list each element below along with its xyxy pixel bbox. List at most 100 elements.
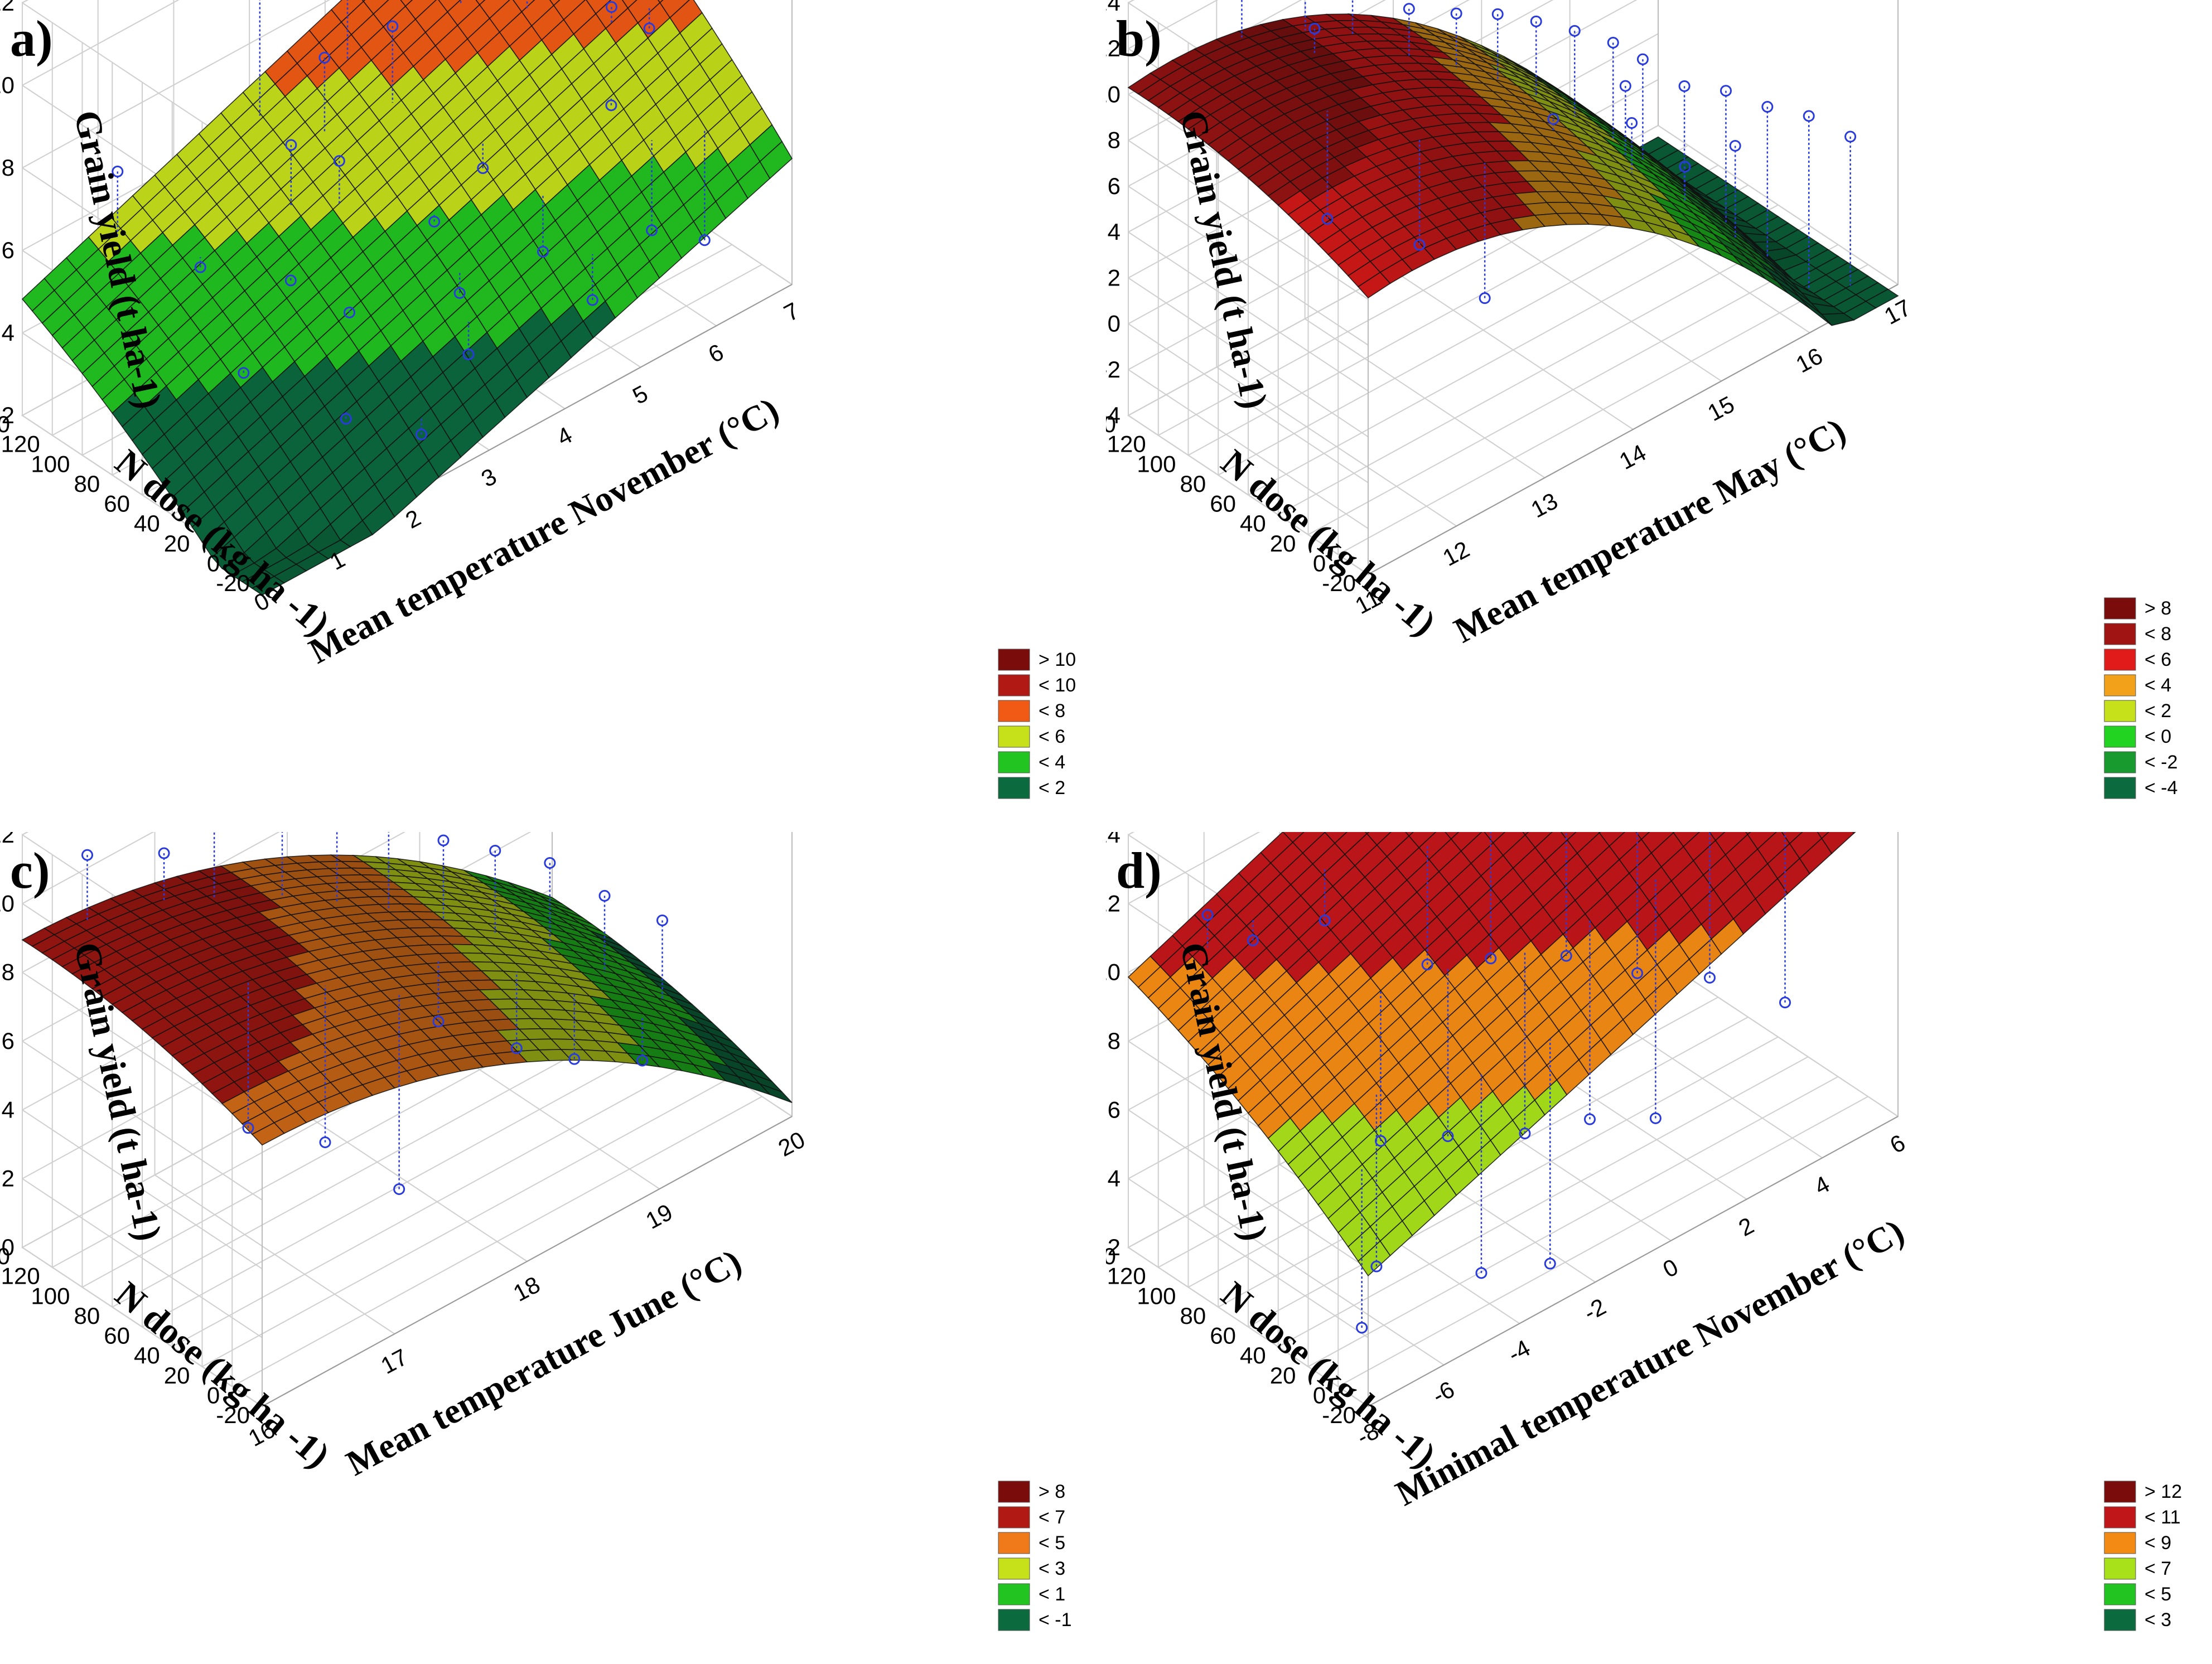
chart-d-data-point (1519, 1128, 1531, 1140)
chart-a-data-point (428, 215, 441, 228)
chart-d-gridline (1128, 1178, 1369, 1338)
chart-c-z-tick-label: 8 (2, 959, 15, 985)
chart-a-x-tick-label: 4 (553, 422, 577, 451)
chart-a-gridline (22, 0, 330, 168)
chart-a-data-point (333, 155, 345, 167)
chart-c-legend-swatch (998, 1609, 1030, 1631)
chart-d-data-point (1356, 1322, 1368, 1334)
chart-a-z-tick-label: 8 (2, 154, 15, 181)
chart-b-legend-label: < 8 (2145, 623, 2171, 645)
chart-d-data-point (1201, 909, 1214, 921)
chart-b-gridline (1308, 244, 1838, 535)
chart-a-data-point (537, 245, 549, 258)
chart-d-data-point (1779, 997, 1791, 1009)
chart-d-legend-swatch (2104, 1557, 2136, 1580)
chart-a-legend-label: < 10 (1039, 675, 1076, 696)
chart-b-legend-swatch (2104, 725, 2136, 748)
chart-a-legend-label: < 4 (1039, 752, 1065, 773)
chart-d-surface-cell (1484, 832, 1506, 844)
chart-c-legend: > 8 < 7 < 5 < 3 < 1 < -1 (998, 1481, 1072, 1631)
chart-d-y-tick-label: 40 (1240, 1342, 1266, 1368)
chart-a-y-tick-label: 0 (207, 550, 220, 576)
chart-a-data-point (698, 234, 711, 246)
chart-a-legend-swatch (998, 649, 1030, 671)
chart-d-surface-cell (1324, 832, 1348, 844)
chart-d-surface-cell (1821, 832, 1854, 854)
chart-b-z-tick-label: 10 (1106, 81, 1121, 107)
chart-a-y-tick-label: 80 (74, 471, 100, 497)
chart-b-z-tick-label: 6 (1108, 173, 1121, 199)
chart-d-data-point (1421, 959, 1433, 971)
chart-b-legend-label: < 4 (2145, 675, 2171, 696)
chart-d-y-tick-label: 60 (1210, 1323, 1236, 1349)
chart-b-surface-cell (1865, 288, 1899, 309)
chart-c-gridline (231, 1096, 762, 1387)
chart-d-data-point (1544, 1257, 1556, 1270)
chart-c-gridline (22, 1109, 263, 1270)
chart-c-surface-cell (759, 1083, 793, 1104)
chart-c-data-point (432, 1015, 445, 1028)
chart-d-data-point (1649, 1112, 1662, 1124)
chart-b-z-tick-label: 2 (1108, 264, 1121, 291)
chart-c-gridline (142, 1036, 673, 1328)
chart-b-data-point (1568, 25, 1581, 37)
chart-d-z-tick-label: 10 (1106, 959, 1121, 985)
chart-c-legend-label: < 3 (1039, 1558, 1065, 1579)
chart-d-gridline (1278, 1056, 1809, 1348)
chart-a-data-point (194, 261, 206, 273)
chart-c-data-point (636, 1054, 649, 1067)
chart-b-data-point (1547, 113, 1559, 125)
chart-c-y-tick-label: 100 (31, 1283, 70, 1309)
chart-c-legend-swatch (998, 1532, 1030, 1554)
chart-d-x-tick-label: -4 (1504, 1334, 1534, 1367)
chart-c-z-tick-label: 10 (0, 890, 15, 916)
chart-b-legend-label: < 6 (2145, 649, 2171, 670)
chart-c-data-point (81, 849, 93, 861)
chart-a-y-tick-label: 20 (164, 530, 190, 557)
chart-d-svg: -8-6-4-20246-200204060801001201402468101… (1106, 832, 2182, 1631)
chart-b-gridline (1128, 323, 1369, 483)
chart-d-legend-label: > 12 (2145, 1481, 2182, 1502)
chart-c-y-tick-label: 40 (134, 1342, 160, 1368)
chart-b-legend-label: < 2 (2145, 700, 2171, 722)
chart-b-edge (1368, 284, 1899, 575)
chart-c-z-tick-label: 12 (0, 832, 15, 848)
chart-c-legend-swatch (998, 1583, 1030, 1605)
chart-d-surface (1127, 832, 1856, 1276)
chart-a-data-point (605, 1, 617, 13)
chart-d-surface-cell (1635, 832, 1650, 840)
chart-d-legend-swatch (2104, 1481, 2136, 1503)
chart-c-y-tick-label: -20 (216, 1402, 250, 1428)
chart-b-data-point (1403, 3, 1415, 15)
chart-d-z-tick-label: 6 (1108, 1096, 1121, 1123)
chart-a-legend-swatch (998, 674, 1030, 696)
chart-a-y-tick-label: 100 (31, 451, 70, 477)
chart-a-z-tick-label: 2 (2, 402, 15, 428)
chart-b-data-point (1308, 22, 1321, 35)
chart-a-data-point (605, 99, 617, 112)
panel-b: 11121314151617-20020406080100120140-4-20… (1106, 0, 2212, 832)
chart-c-data-point (656, 914, 668, 926)
chart-c-gridline (112, 1016, 643, 1308)
chart-c-y-tick-label: 140 (0, 1243, 10, 1269)
chart-a-x-tick-label: 2 (401, 504, 425, 533)
chart-d-data-point (1442, 1130, 1454, 1143)
chart-c-edge (262, 1116, 793, 1407)
chart-d-legend-swatch (2104, 1583, 2136, 1605)
chart-d-legend-label: < 5 (2145, 1584, 2171, 1605)
chart-d-y-tick-label: 140 (1106, 1243, 1116, 1269)
chart-c-y-tick-label: 120 (1, 1263, 40, 1289)
chart-c-data-point (393, 1183, 405, 1195)
chart-a-legend-label: < 6 (1039, 726, 1065, 747)
chart-a-data-point (387, 20, 399, 32)
chart-a-x-tick-label: 3 (477, 463, 501, 492)
panel-a: 01234567-2002040608010012014024681012Gra… (0, 0, 1106, 832)
chart-d-y-tick-label: 100 (1137, 1283, 1176, 1309)
chart-b-data-point (1413, 239, 1426, 251)
chart-b-y-tick-label: 100 (1137, 451, 1176, 477)
chart-d-x-tick-label: -2 (1580, 1293, 1610, 1326)
chart-a-data-point (318, 51, 331, 64)
chart-b-data-point (1607, 36, 1619, 49)
chart-c-x-tick-label: 18 (509, 1271, 544, 1306)
chart-b-y-tick-label: 120 (1107, 431, 1146, 457)
